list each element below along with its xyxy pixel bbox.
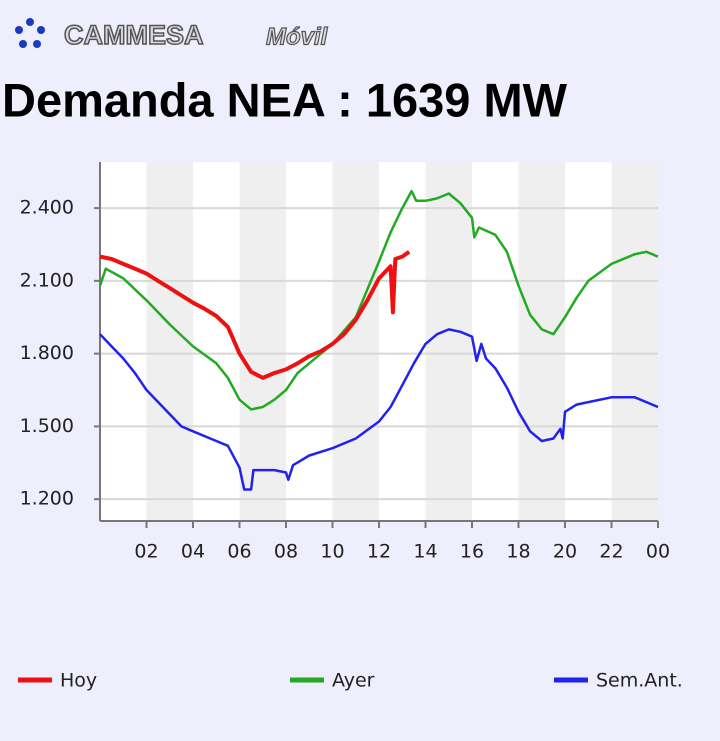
- x-tick-label: 18: [506, 541, 530, 563]
- x-tick-label: 22: [599, 541, 623, 563]
- y-tick-label: 1.500: [20, 415, 74, 437]
- band: [239, 162, 286, 521]
- x-tick-label: 20: [553, 541, 577, 563]
- y-tick-label: 1.200: [20, 488, 74, 510]
- band: [146, 162, 193, 521]
- app-name: Móvil: [266, 23, 329, 50]
- series-line: [99, 328, 659, 491]
- x-tick-label: 04: [181, 541, 205, 563]
- band: [611, 162, 658, 521]
- x-tick-label: 00: [646, 541, 670, 563]
- x-tick-label: 06: [227, 541, 251, 563]
- band: [518, 162, 565, 521]
- band: [332, 162, 379, 521]
- x-tick-label: 12: [367, 541, 391, 563]
- chart-title: Demanda NEA : 1639 MW: [2, 73, 568, 126]
- y-tick-label: 2.400: [20, 197, 74, 219]
- logo: [15, 18, 45, 48]
- band: [425, 162, 472, 521]
- legend-label: Sem.Ant.: [596, 670, 683, 692]
- legend-label: Hoy: [60, 670, 97, 692]
- x-tick-label: 14: [413, 541, 437, 563]
- x-tick-label: 02: [134, 541, 158, 563]
- series-line: [99, 250, 411, 380]
- x-tick-label: 16: [460, 541, 484, 563]
- x-tick-label: 08: [274, 541, 298, 563]
- legend-label: Ayer: [332, 670, 375, 692]
- y-tick-label: 1.800: [20, 342, 74, 364]
- brand: CAMMESA: [64, 20, 204, 50]
- x-tick-label: 10: [320, 541, 344, 563]
- y-tick-label: 2.100: [20, 269, 74, 291]
- series-line: [98, 189, 659, 411]
